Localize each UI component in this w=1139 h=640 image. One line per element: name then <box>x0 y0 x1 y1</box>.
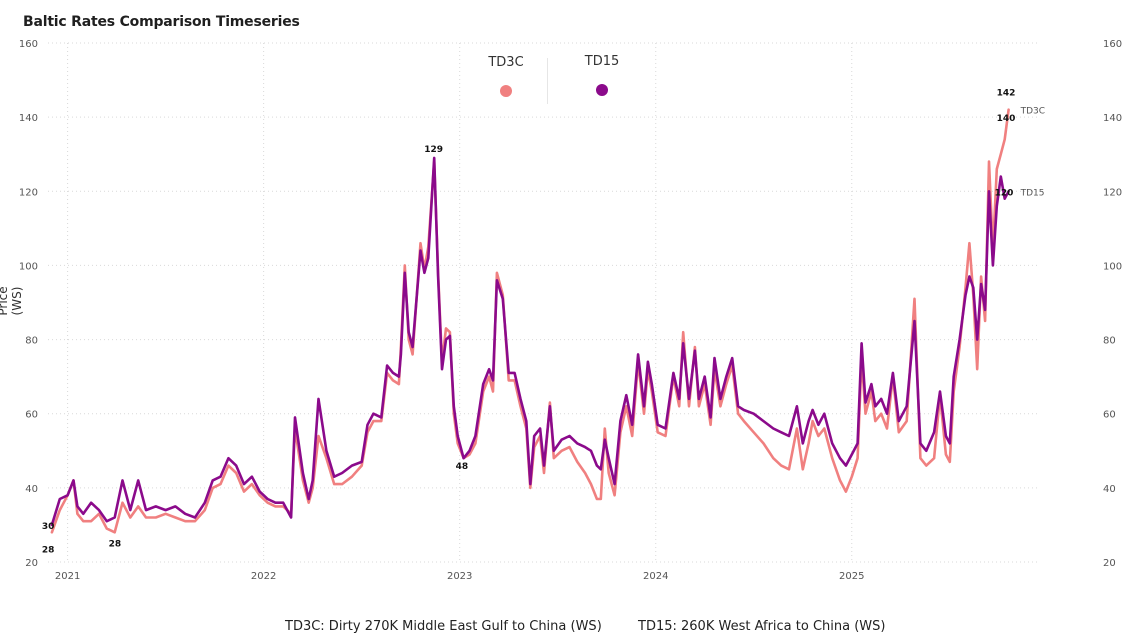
y-tick-label: 140 <box>19 113 38 124</box>
x-tick-label: 2024 <box>643 571 668 582</box>
legend-dot-td15[interactable] <box>596 84 608 96</box>
y-tick-label: 40 <box>25 484 38 495</box>
x-tick-label: 2023 <box>447 571 472 582</box>
chart-title: Baltic Rates Comparison Timeseries <box>23 14 300 30</box>
x-tick-label: 2022 <box>251 571 276 582</box>
series-end-label-td15: TD15 <box>1020 188 1045 198</box>
timeseries-chart: 20 20 40 40 60 60 80 80 100 100 120 120 140 140 160 160… <box>19 39 1122 582</box>
y-tick-label: 100 <box>19 261 38 272</box>
y-tick-label-right: 60 <box>1103 410 1116 421</box>
legend-divider <box>547 58 548 104</box>
data-label: 28 <box>42 545 55 555</box>
y-tick-label-right: 100 <box>1103 261 1122 272</box>
y-tick-label-right: 80 <box>1103 336 1116 347</box>
data-label: 28 <box>109 539 122 549</box>
y-tick-label-right: 120 <box>1103 187 1122 198</box>
y-tick-label-right: 160 <box>1103 39 1122 50</box>
legend-label-td15[interactable]: TD15 <box>584 54 620 69</box>
legend-dot-td3c[interactable] <box>500 85 512 97</box>
y-tick-label: 120 <box>19 187 38 198</box>
series-line-td3c <box>50 108 1010 534</box>
y-tick-label-right: 140 <box>1103 113 1122 124</box>
y-tick-label: 160 <box>19 39 38 50</box>
footer-td3c-description: TD3C: Dirty 270K Middle East Gulf to Chi… <box>285 619 602 634</box>
data-label: 140 <box>997 114 1016 124</box>
data-label: 30 <box>42 522 55 532</box>
footer-td15-description: TD15: 260K West Africa to China (WS) <box>638 619 886 634</box>
x-tick-label: 2025 <box>839 571 864 582</box>
y-tick-label-right: 40 <box>1103 484 1116 495</box>
y-tick-label: 80 <box>25 336 38 347</box>
x-tick-label: 2021 <box>55 571 80 582</box>
series-line-td15 <box>50 156 1010 527</box>
y-tick-label: 60 <box>25 410 38 421</box>
data-label: 48 <box>456 462 469 472</box>
y-tick-label-right: 20 <box>1103 558 1116 569</box>
y-tick-label: 20 <box>25 558 38 569</box>
series-end-label-td3c: TD3C <box>1020 107 1045 117</box>
legend-label-td3c[interactable]: TD3C <box>488 55 524 70</box>
data-label: 142 <box>997 89 1016 99</box>
data-label: 120 <box>995 188 1014 198</box>
data-label: 129 <box>424 145 443 155</box>
